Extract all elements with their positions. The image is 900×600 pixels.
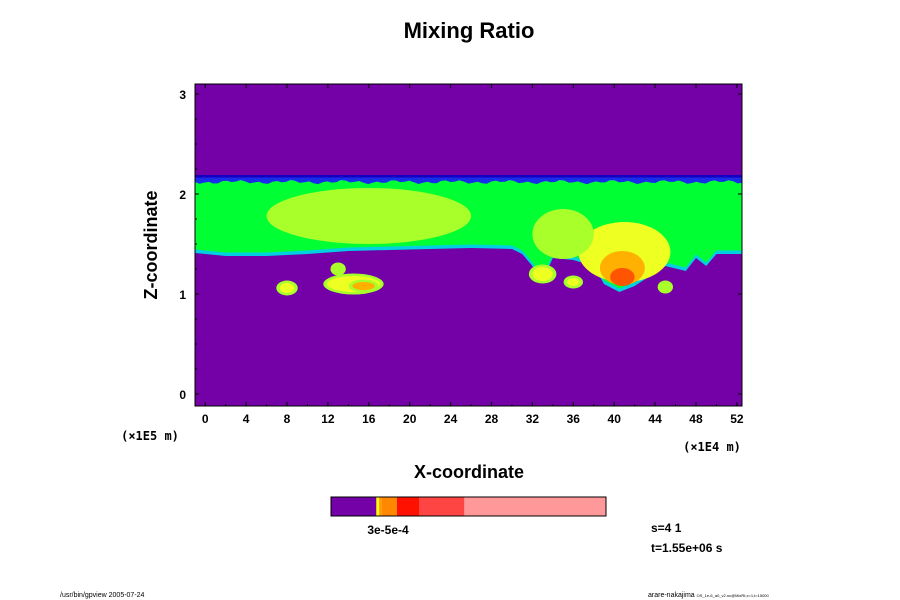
footer-right-small: OS_1e-6_a0_v2.nc@MixRt,x=1,t=15000 (697, 593, 770, 598)
chart-title: Mixing Ratio (404, 18, 535, 43)
y-tick-label: 3 (179, 88, 186, 102)
time-label: t=1.55e+06 s (651, 541, 723, 555)
x-tick-label: 20 (403, 412, 417, 426)
x-tick-label: 4 (243, 412, 250, 426)
y-tick-label: 0 (179, 388, 186, 402)
x-units-label: (×1E4 m) (683, 440, 741, 454)
x-tick-label: 40 (608, 412, 622, 426)
x-tick-label: 12 (321, 412, 335, 426)
layer-top-edge (195, 176, 742, 185)
isolated-patch (352, 282, 375, 290)
layer-feature (532, 209, 594, 259)
y-tick-label: 1 (179, 288, 186, 302)
x-axis-label: X-coordinate (414, 462, 524, 482)
footer-right-main: arare-nakajima (648, 592, 695, 599)
isolated-patch (532, 267, 553, 281)
x-tick-label: 32 (526, 412, 540, 426)
isolated-patch (567, 278, 580, 286)
y-axis-label: Z-coordinate (141, 190, 161, 299)
colorbar-segment (376, 497, 380, 516)
isolated-patch (279, 283, 295, 293)
footer-left: /usr/bin/gpview 2005-07-24 (60, 592, 145, 599)
layer-feature (266, 188, 472, 244)
x-tick-label: 52 (730, 412, 744, 426)
colorbar-segment (419, 497, 465, 516)
step-label: s=4 1 (651, 521, 682, 535)
colorbar-segment (397, 497, 419, 516)
footer-right: arare-nakajima OS_1e-6_a0_v2.nc@MixRt,x=… (648, 592, 770, 599)
isolated-patch (661, 283, 670, 291)
x-tick-label: 36 (567, 412, 581, 426)
x-tick-label: 24 (444, 412, 458, 426)
x-tick-label: 48 (689, 412, 703, 426)
plot-frame (194, 83, 743, 407)
colorbar-frame (330, 496, 607, 517)
colorbar-label: 3e-5e-4 (367, 523, 409, 537)
x-tick-label: 0 (202, 412, 209, 426)
isolated-patch (334, 265, 343, 273)
mixing-ratio-field (195, 175, 742, 296)
y-tick-label: 2 (179, 188, 186, 202)
x-tick-label: 8 (284, 412, 291, 426)
x-tick-label: 28 (485, 412, 499, 426)
colorbar-segment (464, 497, 606, 516)
colorbar-segment (331, 497, 377, 516)
colorbar (330, 496, 607, 517)
y-units-label: (×1E5 m) (121, 429, 179, 443)
layer-top-line (195, 175, 742, 178)
x-tick-label: 16 (362, 412, 376, 426)
colorbar-segment (381, 497, 397, 516)
colorbar-segment (379, 497, 382, 516)
layer-feature (610, 268, 635, 286)
x-tick-label: 44 (648, 412, 662, 426)
